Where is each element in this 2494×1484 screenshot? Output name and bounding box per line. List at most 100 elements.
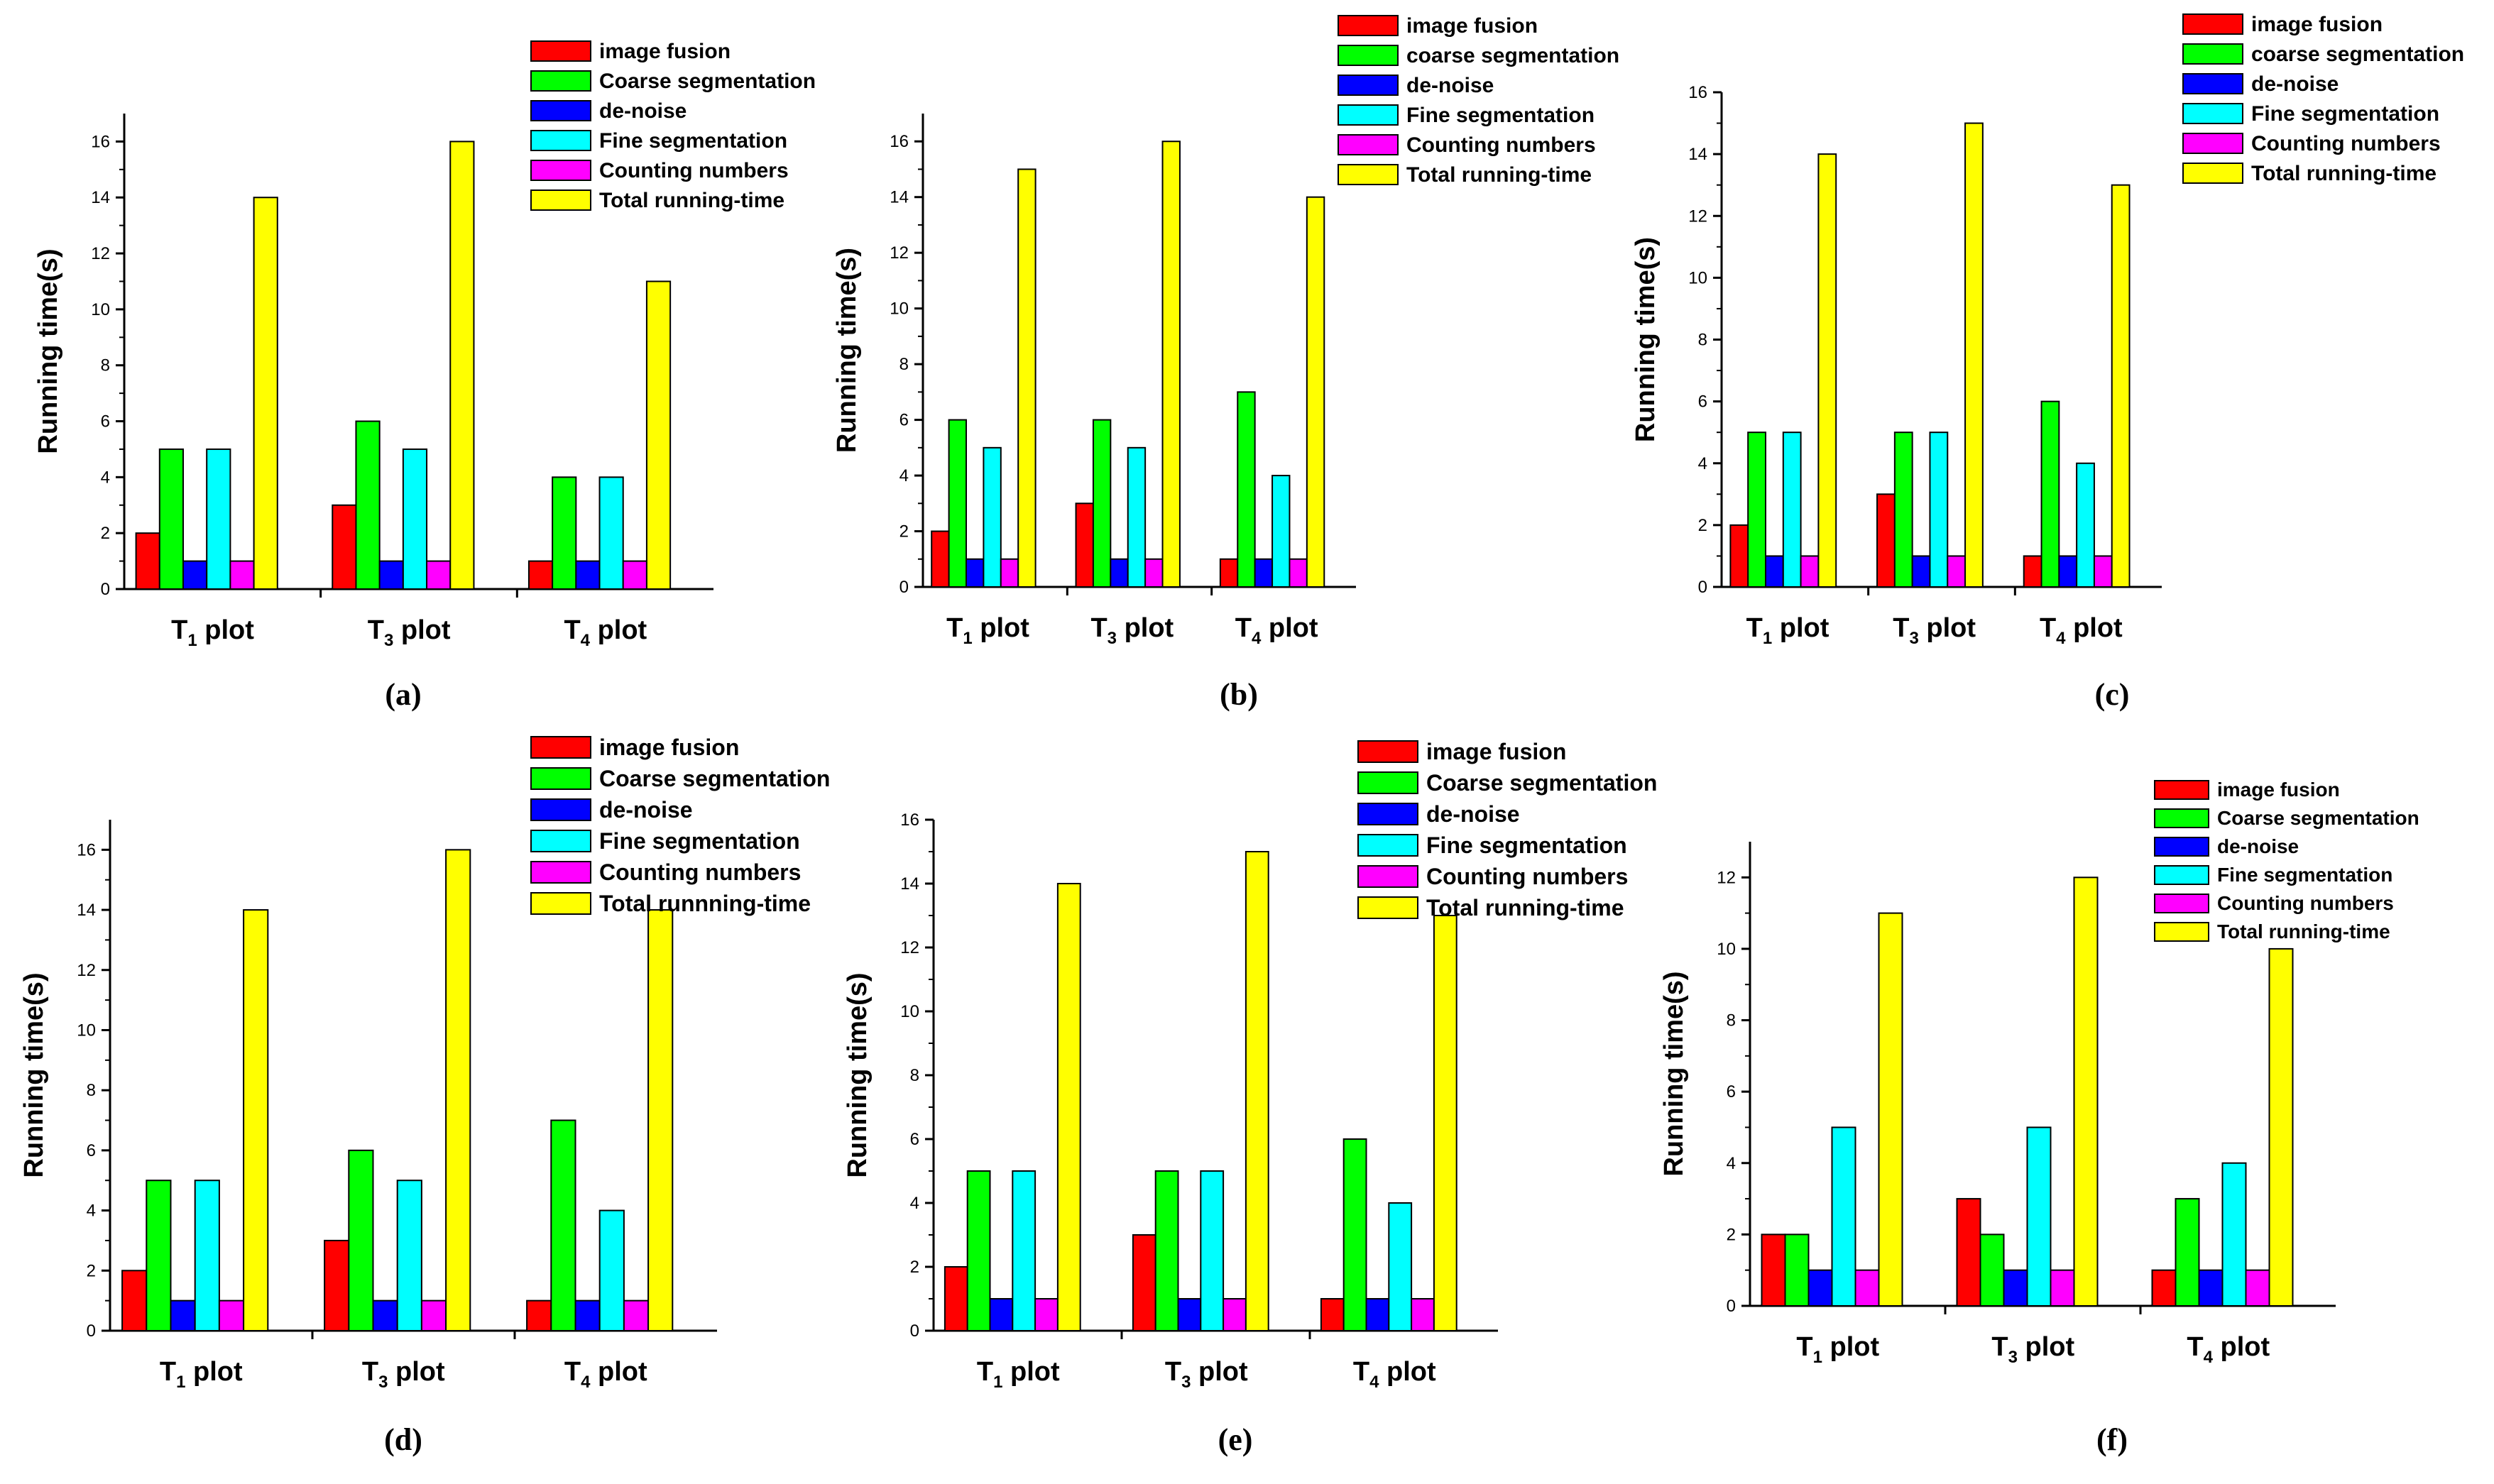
legend-entry: Total runnning-time	[599, 891, 811, 916]
legend-swatch	[2182, 133, 2243, 154]
legend-entry: coarse segmentation	[2251, 43, 2464, 66]
legend-entry: de-noise	[2217, 835, 2299, 857]
legend-swatch	[1338, 104, 1399, 126]
bar-fine-segmentation	[206, 448, 231, 590]
legend-swatch	[530, 892, 591, 915]
legend-entry: Counting numbers	[2217, 892, 2394, 914]
bar-image-fusion	[1320, 1298, 1345, 1331]
y-tick-label: 2	[910, 1258, 919, 1277]
legend-entry: Counting numbers	[1406, 133, 1596, 157]
legend-swatch	[530, 830, 591, 852]
bar-counting-numbers	[1000, 558, 1019, 588]
bar-image-fusion	[1132, 1234, 1156, 1331]
legend-entry: coarse segmentation	[1406, 44, 1619, 67]
legend-entry: Fine segmentation	[2217, 864, 2392, 886]
panel-b: 0 2 4 6 8 10 12 14 16 Running time(s) T1 plot T3 pl…	[832, 14, 1619, 712]
bar-total-running-time	[1964, 122, 1984, 588]
legend-swatch	[1357, 771, 1418, 794]
y-tick-label: 16	[900, 810, 919, 830]
legend-swatch	[2154, 837, 2209, 857]
bar-coarse-segmentation	[1092, 419, 1112, 588]
legend-swatch	[530, 70, 591, 92]
y-tick-label: 8	[87, 1081, 96, 1100]
bar-fine-segmentation	[1012, 1170, 1037, 1331]
bar-de-noise	[575, 560, 601, 590]
x-tick-label: T3 plot	[1090, 613, 1174, 648]
legend-swatch	[2154, 922, 2209, 942]
panel-label: (d)	[384, 1422, 422, 1457]
y-tick-label: 12	[1717, 868, 1736, 887]
bar-image-fusion	[324, 1239, 350, 1331]
bar-counting-numbers	[1223, 1298, 1247, 1331]
bar-fine-segmentation	[1271, 475, 1291, 588]
bar-total-running-time	[253, 197, 278, 590]
legend-entry: Coarse segmentation	[599, 766, 830, 791]
bar-coarse-segmentation	[948, 419, 967, 588]
bar-total-running-time	[1245, 851, 1269, 1331]
legend-entry: Coarse segmentation	[2217, 807, 2419, 829]
bar-coarse-segmentation	[1784, 1233, 1810, 1307]
bar-total-runnning-time	[243, 909, 269, 1331]
legend-swatch	[530, 736, 591, 759]
legend-entry: de-noise	[1426, 801, 1520, 827]
bar-coarse-segmentation	[1237, 391, 1256, 588]
bar-image-fusion	[1729, 524, 1749, 588]
bar-coarse-segmentation	[146, 1180, 172, 1332]
x-tick-label: T3 plot	[368, 615, 451, 650]
y-tick-label: 0	[1727, 1297, 1736, 1316]
legend-entry: Total running-time	[2251, 162, 2436, 185]
bar-de-noise	[1365, 1298, 1390, 1331]
bar-de-noise	[966, 558, 985, 588]
panel-label: (f)	[2096, 1422, 2128, 1457]
legend-swatch	[2182, 13, 2243, 35]
bar-coarse-segmentation	[1342, 1138, 1367, 1331]
legend-entry: image fusion	[1426, 739, 1566, 764]
legend-swatch	[1357, 740, 1418, 763]
legend-entry: Total running-time	[1426, 895, 1624, 920]
bar-counting-numbers	[2245, 1269, 2270, 1307]
y-tick-label: 14	[1688, 145, 1707, 164]
legend-swatch	[530, 798, 591, 821]
bar-de-noise	[2003, 1269, 2028, 1307]
y-tick-label: 6	[1727, 1082, 1736, 1101]
legend-swatch	[1338, 134, 1399, 155]
y-tick-label: 4	[1698, 454, 1707, 473]
legend-swatch	[2182, 43, 2243, 65]
legend-entry: Coarse segmentation	[599, 70, 816, 93]
bar-coarse-segmentation	[550, 1119, 576, 1331]
legend-entry: Fine segmentation	[1426, 832, 1627, 858]
y-tick-label: 16	[890, 132, 909, 151]
bar-fine-segmentation	[983, 446, 1002, 588]
x-tick-label: T4 plot	[2187, 1332, 2270, 1367]
legend-entry: Fine segmentation	[2251, 102, 2439, 126]
legend-swatch	[2154, 865, 2209, 885]
legend-entry: de-noise	[1406, 74, 1494, 97]
bar-fine-segmentation	[1388, 1202, 1413, 1331]
y-axis-label: Running time(s)	[33, 248, 63, 454]
legend-entry: Counting numbers	[2251, 132, 2441, 155]
x-tick-label: T4 plot	[564, 615, 647, 650]
bar-image-fusion	[332, 504, 357, 590]
legend-swatch	[2182, 163, 2243, 184]
panel-e: 0 2 4 6 8 10 12 14 16 Running time(s) T1 plot T3 pl…	[843, 739, 1657, 1457]
y-tick-label: 10	[77, 1021, 96, 1040]
bar-total-running-time	[2073, 876, 2099, 1307]
y-axis-label: Running time(s)	[19, 972, 49, 1177]
panel-d: 0 2 4 6 8 10 12 14 16 Running time(s) T1 plot T3 pl…	[19, 735, 830, 1457]
bar-counting-numbers	[1144, 558, 1164, 588]
bar-fine-segmentation	[1831, 1126, 1856, 1307]
x-tick-label: T1 plot	[1796, 1332, 1879, 1367]
bar-de-noise	[372, 1299, 398, 1332]
y-tick-label: 10	[91, 300, 110, 319]
x-tick-label: T1 plot	[160, 1357, 243, 1392]
bar-image-fusion	[1075, 502, 1094, 588]
legend-entry: Coarse segmentation	[1426, 770, 1657, 796]
legend-entry: Fine segmentation	[599, 828, 800, 854]
legend-entry: Counting numbers	[1426, 864, 1628, 889]
panel-c: 0 2 4 6 8 10 12 14 16 Running time(s) T1 plot T3 pl…	[1631, 13, 2464, 712]
y-tick-label: 6	[101, 412, 110, 432]
y-tick-label: 4	[1727, 1154, 1736, 1173]
bar-counting-numbers	[1034, 1298, 1059, 1331]
legend-entry: de-noise	[2251, 72, 2339, 96]
